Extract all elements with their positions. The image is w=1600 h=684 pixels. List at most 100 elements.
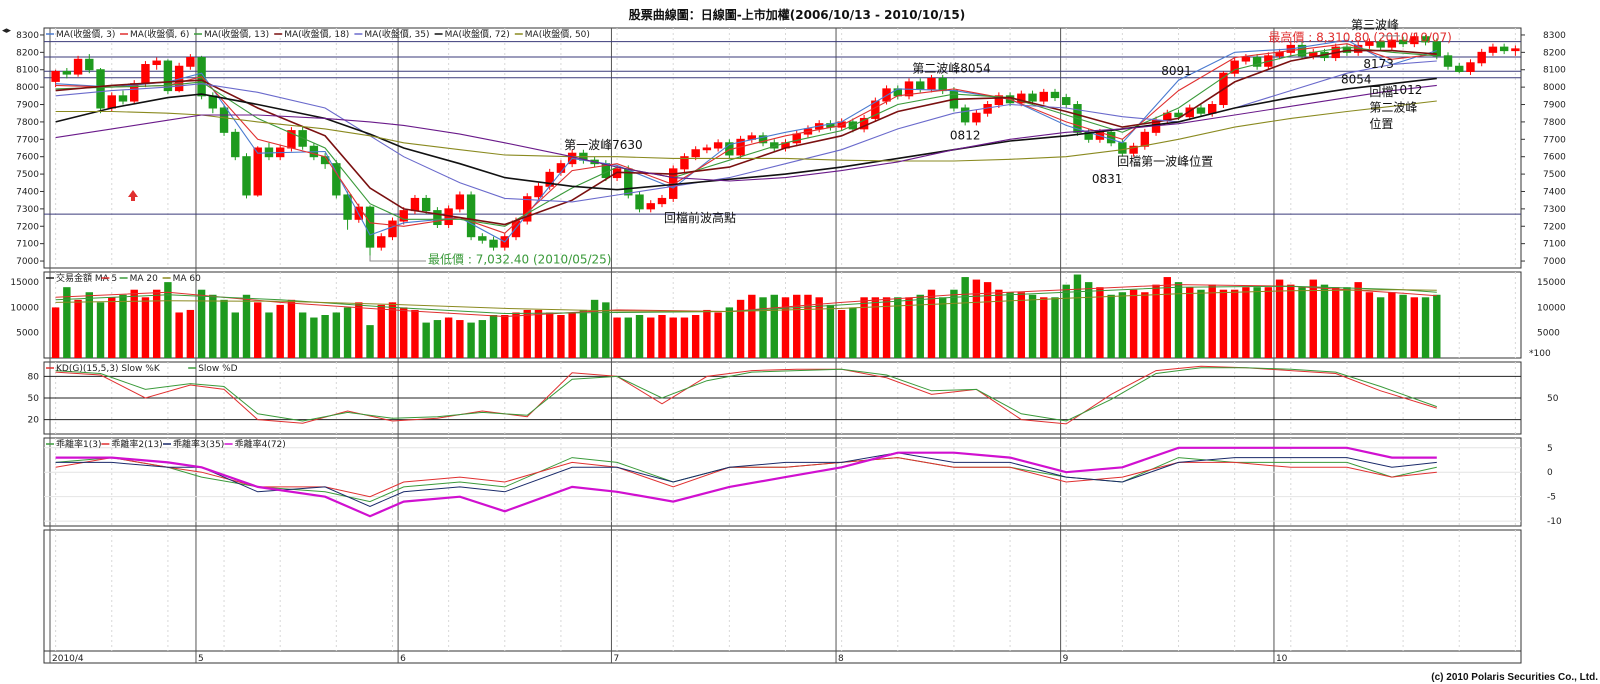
volume-bar <box>1376 297 1385 358</box>
candle-body <box>107 95 116 109</box>
candle-body <box>1365 41 1374 46</box>
volume-bar <box>1410 297 1419 358</box>
x-tick-label: 10 <box>1276 654 1288 664</box>
price-legend-item: MA(收盤價, 18) <box>284 28 349 40</box>
volume-bar <box>523 309 531 358</box>
annotation-label: 第二波峰8054 <box>912 61 991 75</box>
annotations: 最高價 : 8,310.80 (2010/10/07) 最低價 : 7,032.4… <box>128 18 1452 267</box>
candle-body <box>960 107 970 123</box>
volume-bar <box>1354 282 1362 358</box>
x-tick-label: 2010/4 <box>52 654 84 664</box>
volume-bar <box>130 289 138 358</box>
panel-bias <box>43 437 1522 527</box>
candle-body <box>253 147 262 196</box>
moving-averages <box>55 39 1437 243</box>
annotation-label: 回檔前波高點 <box>664 210 736 225</box>
y-tick-label: 7300 <box>16 205 39 215</box>
candle-body <box>691 149 700 158</box>
y-tick-label: 7100 <box>16 240 39 250</box>
candle-body <box>1174 112 1183 118</box>
candle-body <box>1185 107 1194 118</box>
volume-bar <box>1028 294 1037 358</box>
volume-bar <box>152 289 161 358</box>
volume-bar <box>1343 287 1351 358</box>
bias-lines <box>44 446 1521 522</box>
volume-bar <box>411 309 419 358</box>
volume-tick-label: 15000 <box>1537 278 1566 288</box>
volume-bar <box>579 309 588 358</box>
y-tick-label: 8300 <box>16 31 39 41</box>
bias-legend-item: 乖離率4(72) <box>235 438 286 450</box>
candle-body <box>1477 51 1486 64</box>
volume-bar <box>849 307 857 358</box>
kd-legend-item: KD(G)(15,5,3) Slow %K <box>56 364 161 374</box>
y-tick-label: 7100 <box>1543 240 1566 250</box>
volume-bar <box>355 302 363 358</box>
candle-body <box>141 64 150 85</box>
volume-bar <box>1399 294 1407 358</box>
kd-d-line <box>55 367 1437 422</box>
annotation-label: 最低價 : 7,032.40 (2010/05/25) <box>428 253 611 267</box>
candle-body <box>1297 44 1307 57</box>
price-legend-item: MA(收盤價, 6) <box>130 28 189 40</box>
volume-bar <box>1320 284 1329 358</box>
volume-bars <box>51 274 1441 358</box>
y-tick-label: 7600 <box>16 153 39 163</box>
volume-legend-item: MA 60 <box>173 274 202 284</box>
kd-tick-label: 50 <box>28 394 40 404</box>
volume-bar <box>254 302 262 358</box>
nav-arrows-icon[interactable]: ◂▸ <box>2 26 12 36</box>
candle-body <box>1118 142 1127 154</box>
candle-body <box>1129 145 1138 154</box>
volume-bar <box>894 297 902 358</box>
volume-bar <box>691 315 700 358</box>
y-tick-label: 8000 <box>1543 83 1566 93</box>
volume-bar <box>478 320 487 358</box>
y-tick-label: 8200 <box>1543 48 1566 58</box>
volume-bar <box>1264 287 1273 358</box>
ma-line-MA3 <box>55 39 1437 243</box>
kd-legend-item: Slow %D <box>198 364 237 374</box>
candle-body <box>231 131 240 158</box>
ma-line-MA_purple <box>55 84 1437 182</box>
candle-body <box>713 142 723 149</box>
volume-bar <box>175 312 183 358</box>
candle-body <box>1062 97 1071 106</box>
volume-bar <box>748 294 756 358</box>
volume-bar <box>489 315 498 358</box>
candle-body <box>1050 91 1060 99</box>
volume-legend-item: MA 20 <box>130 274 159 284</box>
volume-bar <box>186 309 195 358</box>
volume-bar <box>1163 277 1171 358</box>
volume-bar <box>1309 279 1317 358</box>
bias-tick-label: 0 <box>1547 468 1553 478</box>
chart-title: 股票曲線圖：日線圖-上市加權(2006/10/13 - 2010/10/15) <box>629 7 965 22</box>
volume-bar <box>939 297 947 358</box>
volume-bar <box>1174 282 1183 358</box>
annotation-label: 第一波峰7630 <box>564 138 643 152</box>
volume-bar <box>860 297 868 358</box>
volume-bar <box>613 317 621 358</box>
volume-bar <box>1051 297 1059 358</box>
volume-bar <box>804 294 812 358</box>
ma-line-MA50 <box>55 100 1437 162</box>
volume-tick-label: 5000 <box>1537 329 1560 339</box>
volume-bar <box>635 315 644 358</box>
volume-bar <box>1230 289 1239 358</box>
volume-bar <box>400 307 408 358</box>
volume-bar <box>209 294 217 358</box>
volume-bar <box>220 299 228 358</box>
kd-lines <box>44 365 1521 425</box>
y-tick-label: 7400 <box>1543 187 1566 197</box>
volume-bar <box>995 289 1003 358</box>
volume-bar <box>1017 292 1026 358</box>
annotation-label: 8091 <box>1161 64 1192 78</box>
volume-bar <box>1365 292 1374 358</box>
volume-bar <box>467 322 475 358</box>
y-tick-label: 8000 <box>16 83 39 93</box>
date-axis-strip <box>43 650 1522 664</box>
volume-bar <box>590 299 599 358</box>
candle-body <box>152 60 161 66</box>
y-tick-label: 7000 <box>16 257 39 267</box>
